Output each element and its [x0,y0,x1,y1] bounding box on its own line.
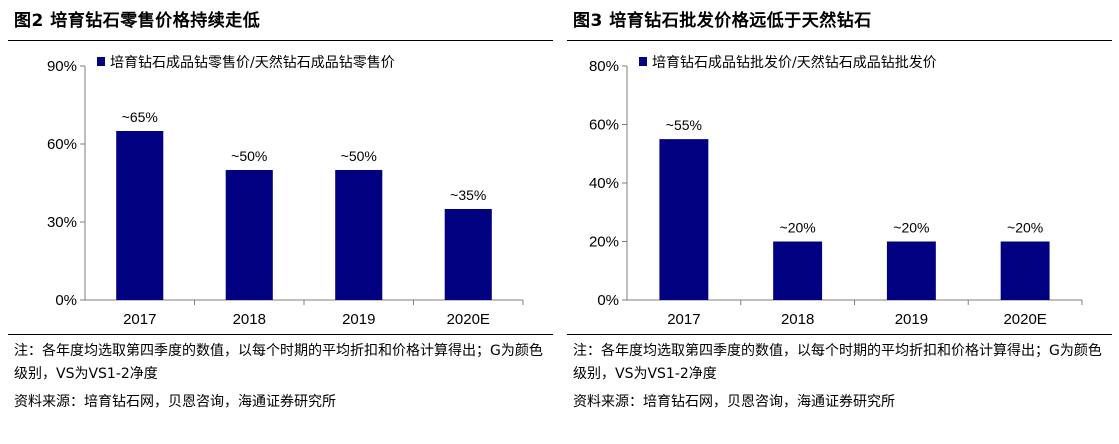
x-tick-label: 2018 [233,311,266,328]
legend-label: 培育钻石成品钻零售价/天然钻石成品钻零售价 [110,54,395,71]
y-tick-label: 0% [597,292,619,309]
chart-source: 资料来源：培育钻石网，贝恩咨询，海通证券研究所 [573,394,895,410]
x-tick-label: 2020E [1003,311,1046,328]
bar [659,139,709,300]
bar [335,170,383,300]
note-rule [8,334,553,335]
retail-price-ratio-chart: 0% 30% 60% 90% ~65% 2017 ~50% 2018 ~50% 2019 ~35% 2… [47,54,524,328]
bar [444,209,492,300]
figure-3-panel: 图3 培育钻石批发价格远低于天然钻石 0% 20% 40% 60% 80% ~55% 201… [567,0,1112,444]
chart-source: 资料来源：培育钻石网，贝恩咨询，海通证券研究所 [14,394,336,410]
figure-2-panel: 图2 培育钻石零售价格持续走低 0% 30% 60% 90% ~65% 2017 ~50% 2… [8,0,553,444]
wholesale-price-ratio-chart: 0% 20% 40% 60% 80% ~55% 2017 ~20% 2018 ~20% 2019 ~2… [589,54,1083,328]
data-label: ~20% [780,220,816,236]
y-tick-label: 20% [589,234,619,251]
x-tick-label: 2019 [342,311,375,328]
figure-title: 图2 培育钻石零售价格持续走低 [14,11,261,31]
x-tick-label: 2018 [781,311,814,328]
x-tick-label: 2020E [447,311,490,328]
x-tick-label: 2017 [667,311,700,328]
y-tick-label: 80% [589,58,619,75]
bar [225,170,273,300]
legend-swatch [97,57,105,66]
data-label: ~20% [893,220,929,236]
title-rule [8,40,553,41]
bar [886,241,936,300]
data-label: ~55% [666,117,702,133]
figure-title: 图3 培育钻石批发价格远低于天然钻石 [573,11,872,31]
note-rule [567,334,1112,335]
data-label: ~50% [231,148,267,164]
y-tick-label: 30% [47,214,77,231]
bar [1000,241,1050,300]
y-tick-label: 40% [589,175,619,192]
data-label: ~50% [341,148,377,164]
y-tick-label: 0% [55,292,77,309]
chart-note: 注：各年度均选取第四季度的数值，以每个时期的平均折扣和价格计算得出；G为颜色级别… [573,343,1102,382]
y-tick-label: 90% [47,58,77,75]
y-tick-label: 60% [589,117,619,134]
legend-label: 培育钻石成品钻批发价/天然钻石成品钻批发价 [652,54,937,71]
chart-note: 注：各年度均选取第四季度的数值，以每个时期的平均折扣和价格计算得出；G为颜色级别… [14,343,543,382]
data-label: ~65% [122,109,158,125]
bar [773,241,823,300]
title-rule [567,40,1112,41]
bar [116,131,164,300]
y-tick-label: 60% [47,136,77,153]
x-tick-label: 2017 [123,311,156,328]
x-tick-label: 2019 [895,311,928,328]
data-label: ~35% [450,187,486,203]
legend-swatch [639,57,647,66]
data-label: ~20% [1007,220,1043,236]
